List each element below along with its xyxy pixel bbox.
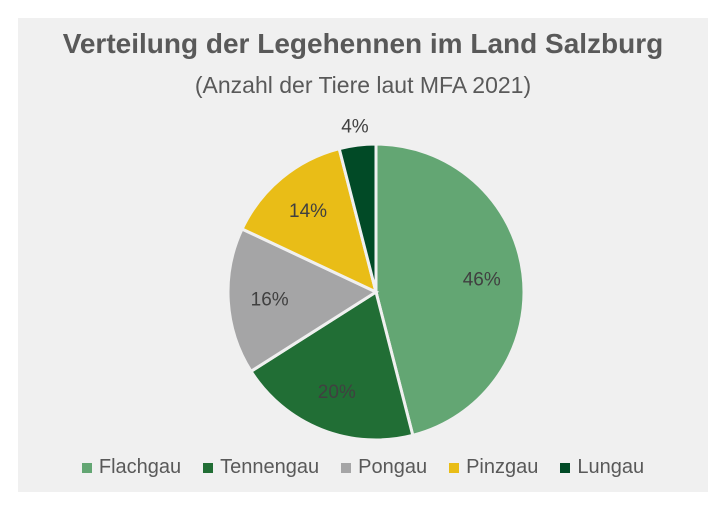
legend-swatch (203, 462, 214, 473)
legend-item-tennengau: Tennengau (203, 456, 319, 479)
pie-slice-flachgau (374, 142, 526, 438)
legend-label: Tennengau (220, 456, 320, 478)
pie-slice-tennengau (248, 289, 415, 442)
data-label-lungau: 4% (341, 116, 369, 137)
legend-swatch (81, 462, 92, 473)
data-label-pongau: 16% (251, 290, 289, 311)
legend-swatch (341, 462, 352, 473)
legend-label: Pongau (358, 456, 428, 478)
legend-item-pinzgau: Pinzgau (449, 456, 538, 479)
pie-slice-lungau (337, 142, 378, 293)
chart-title: Verteilung der Legehennen im Land Salzbu… (62, 28, 664, 59)
pie-slice-pinzgau (240, 146, 379, 295)
legend-swatch (560, 462, 571, 473)
legend-item-flachgau: Flachgau (81, 456, 182, 479)
legend-label: Pinzgau (466, 456, 539, 478)
legend-label: Flachgau (98, 456, 182, 478)
data-label-flachgau: 46% (463, 270, 501, 291)
chart-subtitle: (Anzahl der Tiere laut MFA 2021) (194, 72, 532, 98)
pie-slice-pongau (226, 226, 380, 374)
legend-swatch (449, 462, 460, 473)
legend-item-lungau: Lungau (560, 456, 644, 479)
legend-item-pongau: Pongau (341, 456, 427, 479)
legend: Flachgau Tennengau Pongau Pinzgau Lungau (0, 456, 726, 479)
data-label-tennengau: 20% (318, 382, 356, 403)
data-label-pinzgau: 14% (289, 201, 327, 222)
legend-label: Lungau (577, 456, 645, 478)
